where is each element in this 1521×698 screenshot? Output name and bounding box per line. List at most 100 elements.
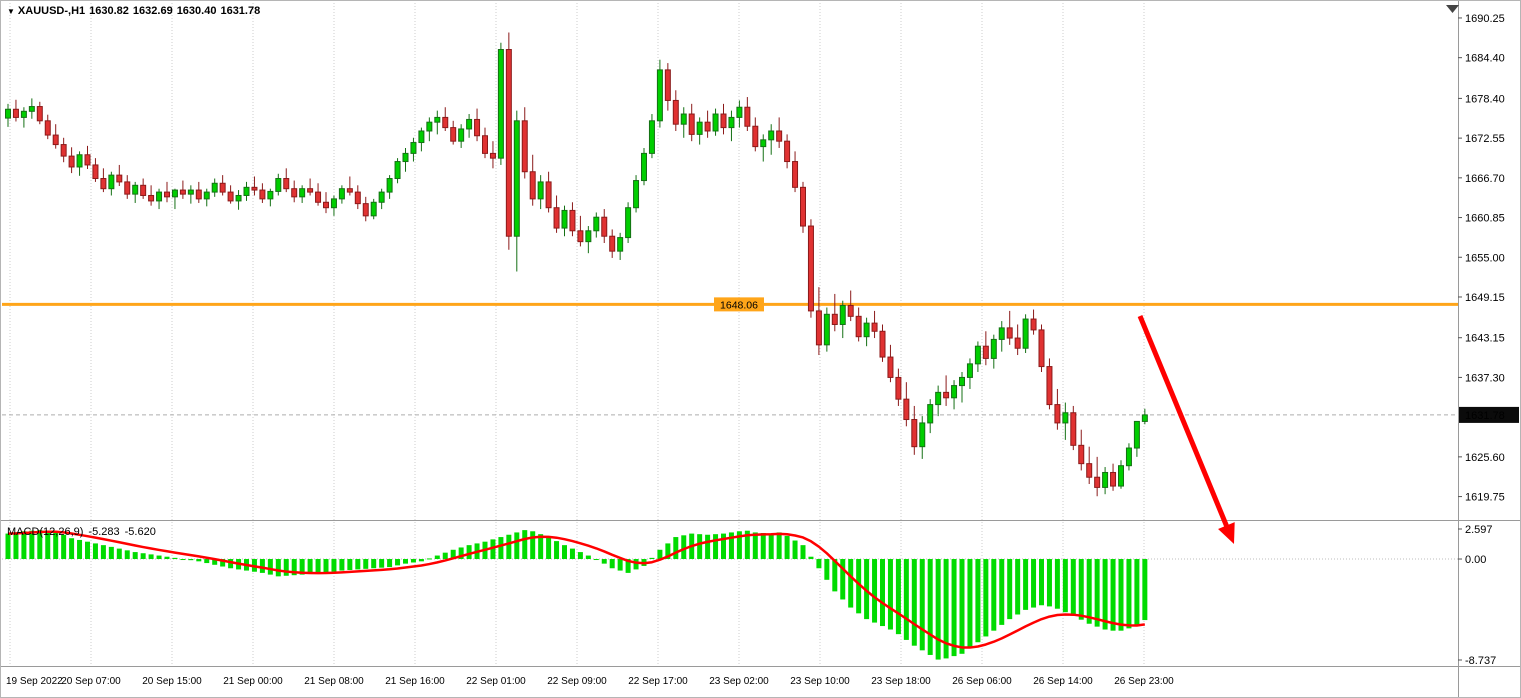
- macd-bar: [657, 549, 663, 560]
- candle-body: [394, 161, 401, 180]
- macd-bar: [633, 559, 639, 570]
- macd-bar: [1110, 559, 1116, 631]
- time-tick-label: 23 Sep 18:00: [871, 676, 931, 687]
- candle-body: [330, 198, 337, 209]
- candle-body: [267, 190, 274, 200]
- candle-body: [100, 178, 107, 190]
- macd-bar: [697, 534, 703, 560]
- candle-body: [68, 155, 75, 168]
- time-tick-label: 22 Sep 01:00: [466, 676, 526, 687]
- macd-bar: [275, 559, 281, 577]
- chart-dropdown-icon[interactable]: ▼: [7, 7, 15, 16]
- macd-bar: [132, 552, 138, 560]
- macd-bar: [450, 549, 456, 560]
- candle-body: [20, 110, 27, 118]
- candle-body: [800, 186, 806, 227]
- candle-body: [291, 188, 298, 198]
- macd-header: MACD(12,26,9) -5.283 -5.620: [7, 526, 161, 538]
- macd-bar: [259, 559, 265, 573]
- candle-body: [1118, 465, 1124, 487]
- candle-body: [466, 118, 473, 130]
- macd-bar: [880, 559, 885, 627]
- candle-body: [44, 120, 51, 136]
- candle-body: [219, 182, 226, 193]
- macd-bar: [228, 559, 234, 569]
- macd-bar: [188, 559, 194, 561]
- macd-tick-label: 2.597: [1465, 524, 1493, 536]
- macd-bar: [943, 559, 949, 659]
- macd-bar: [665, 543, 671, 560]
- macd-bar: [379, 559, 385, 568]
- candle-body: [497, 49, 504, 159]
- macd-bar: [625, 559, 631, 573]
- candle-body: [712, 113, 719, 132]
- grid-lines: [9, 3, 1145, 665]
- macd-bar: [959, 559, 965, 654]
- macd-bar: [816, 559, 822, 569]
- hline-price-tag: 1648.06: [714, 297, 764, 312]
- candle-body: [148, 194, 155, 202]
- candle-body: [362, 203, 369, 217]
- candle-body: [211, 182, 218, 193]
- candle-body: [966, 363, 973, 378]
- candle-body: [156, 191, 163, 202]
- macd-bar: [403, 559, 408, 564]
- candle-body: [927, 404, 934, 424]
- macd-bar: [283, 559, 289, 576]
- candle-body: [195, 189, 202, 200]
- macd-bar: [323, 559, 329, 573]
- candle-body: [12, 108, 19, 118]
- macd-bar: [577, 552, 583, 560]
- candle-body: [275, 178, 282, 192]
- macd-bar: [991, 559, 997, 631]
- candle-body: [1006, 327, 1013, 339]
- time-tick-label: 21 Sep 08:00: [304, 676, 364, 687]
- candle-body: [386, 178, 393, 193]
- macd-bar: [355, 559, 361, 570]
- macd-bar: [1031, 559, 1037, 608]
- candle-body: [124, 181, 131, 195]
- trend-arrow-head[interactable]: [1218, 522, 1235, 544]
- macd-bar: [935, 559, 941, 660]
- macd-bar: [410, 559, 416, 563]
- macd-bar: [506, 534, 512, 560]
- macd-bar: [434, 555, 440, 560]
- candle-body: [28, 106, 35, 112]
- candle-body: [227, 191, 234, 202]
- price-tick-label: 1678.40: [1465, 93, 1505, 105]
- candle-body: [736, 106, 743, 118]
- macd-axis[interactable]: 2.597 0.00 -8.737: [1458, 524, 1496, 667]
- candle-body: [1030, 318, 1037, 331]
- candle-body: [323, 201, 329, 209]
- candle-body: [959, 376, 965, 387]
- macd-bar: [840, 559, 846, 600]
- trend-arrow-shaft[interactable]: [1137, 315, 1231, 533]
- candle-body: [521, 120, 528, 173]
- candle-body: [688, 113, 695, 135]
- macd-bar: [53, 531, 59, 560]
- high-value: 1632.69: [132, 5, 173, 17]
- macd-bar: [562, 545, 567, 560]
- candle-body: [823, 313, 830, 346]
- candle-body: [792, 161, 799, 188]
- candle-body: [982, 345, 989, 359]
- candle-body: [744, 106, 751, 127]
- candle-body: [911, 419, 918, 448]
- symbol-label: XAUUSD-,H1: [17, 5, 86, 17]
- macd-bar: [649, 557, 655, 560]
- price-axis[interactable]: 1690.25 1684.40 1678.40 1672.55 1666.70 1660.…: [1458, 13, 1505, 504]
- chart-shift-marker-icon[interactable]: [1446, 5, 1459, 13]
- time-tick-label: 22 Sep 09:00: [547, 676, 607, 687]
- time-tick-label: 22 Sep 17:00: [628, 676, 688, 687]
- candle-body: [346, 188, 353, 193]
- price-tick-label: 1666.70: [1465, 173, 1505, 185]
- candle-body: [648, 120, 655, 154]
- time-tick-label: 21 Sep 16:00: [385, 676, 445, 687]
- candle-body: [132, 184, 139, 195]
- candle-body: [696, 121, 703, 135]
- candle-body: [664, 69, 671, 101]
- macd-bar: [1126, 559, 1132, 629]
- candle-body: [378, 191, 385, 203]
